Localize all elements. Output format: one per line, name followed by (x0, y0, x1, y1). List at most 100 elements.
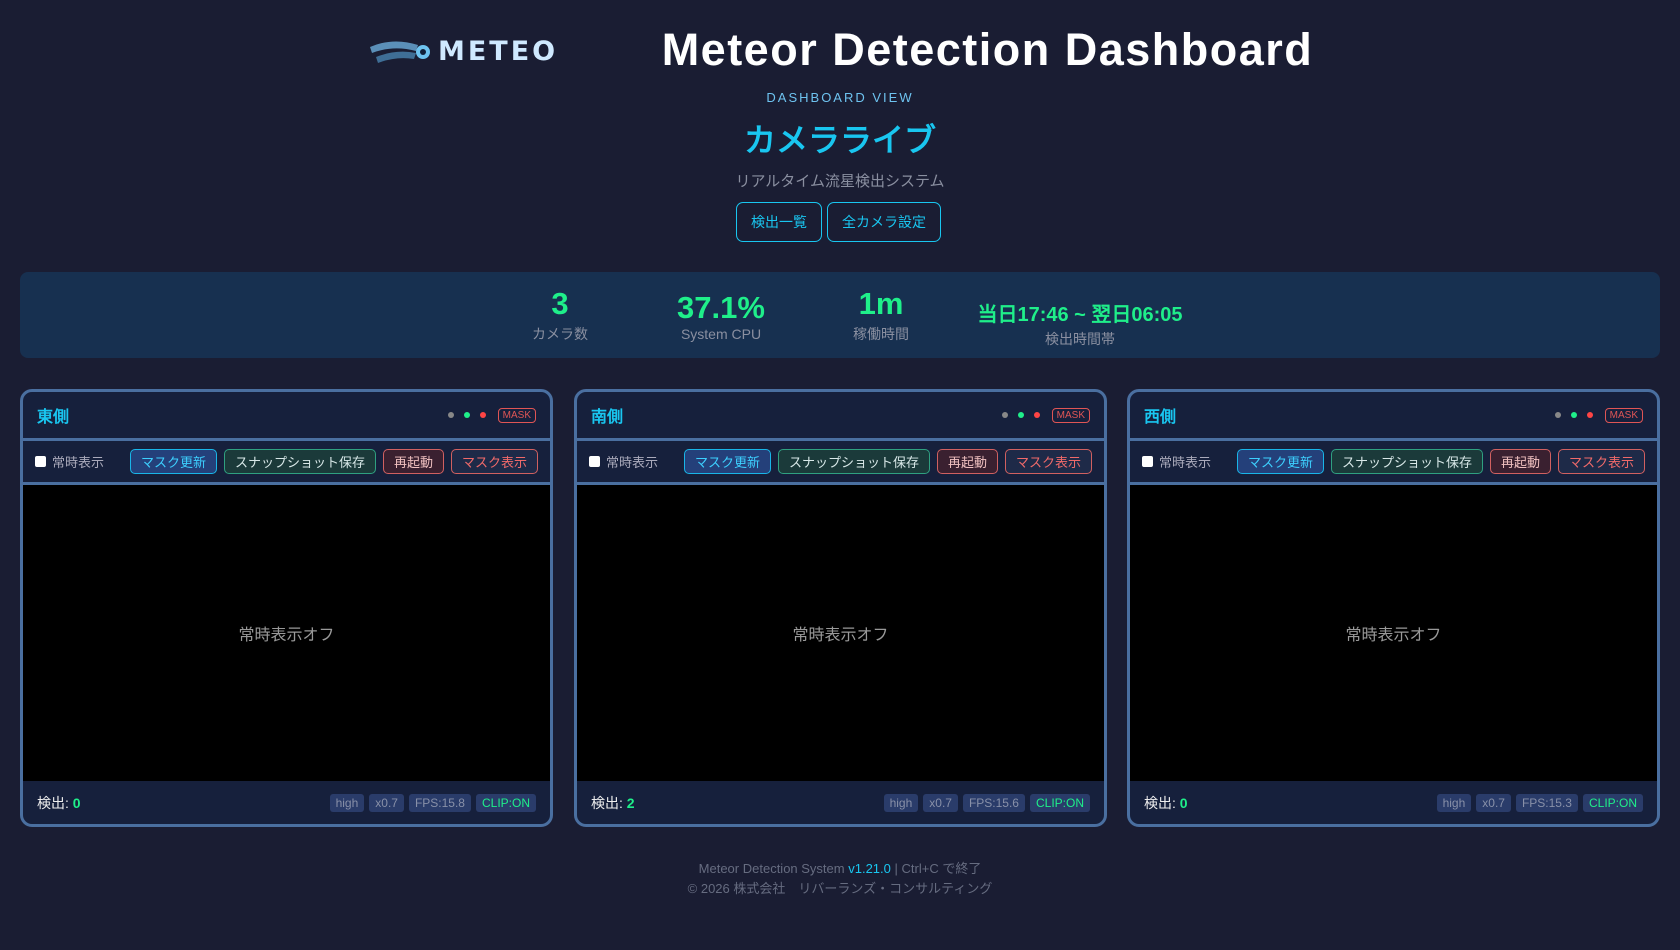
camera-stream: 常時表示オフ (577, 485, 1104, 781)
camera-header: 東側 MASK (23, 392, 550, 441)
checkbox-label: 常時表示 (606, 455, 659, 470)
camera-card: 西側 MASK 常時表示 マスク更新 スナップショット保存 再起動 マスク表示 常時表… (1127, 389, 1660, 827)
camera-badges: high x0.7 FPS:15.8 CLIP:ON (329, 793, 536, 812)
camera-badges: high x0.7 FPS:15.6 CLIP:ON (883, 793, 1090, 812)
status-dot-alert-icon (1586, 412, 1593, 418)
detection-label: 検出: (1144, 794, 1176, 811)
status-dot-alert-icon (1033, 412, 1040, 418)
camera-name: 東側 (37, 409, 70, 426)
show-mask-button[interactable]: マスク表示 (1557, 449, 1645, 474)
camera-card: 東側 MASK 常時表示 マスク更新 スナップショット保存 再起動 マスク表示 常時表… (20, 389, 553, 827)
stream-placeholder: 常時表示オフ (238, 627, 335, 644)
camera-footer: 検出: 0 high x0.7 FPS:15.3 CLIP:ON (1130, 781, 1657, 824)
camera-card: 南側 MASK 常時表示 マスク更新 スナップショット保存 再起動 マスク表示 常時表… (574, 389, 1107, 827)
app-title: Meteor Detection Dashboard (661, 24, 1314, 75)
camera-toolbar: 常時表示 マスク更新 スナップショット保存 再起動 マスク表示 (23, 441, 550, 485)
stat-value: 3 (551, 286, 569, 321)
stat-label: System CPU (680, 326, 762, 342)
logo-text: METEO (438, 36, 559, 67)
always-show-checkbox[interactable]: 常時表示 (35, 452, 104, 471)
status-dot-ok-icon (463, 412, 470, 418)
status-dot-ok-icon (1570, 412, 1577, 418)
detection-value: 0 (1179, 794, 1188, 811)
detection-label: 検出: (37, 794, 69, 811)
camera-badge: x0.7 (923, 793, 958, 812)
stat-camera-count: 3 カメラ数 (532, 286, 588, 344)
camera-name: 南側 (591, 409, 624, 426)
save-snapshot-button[interactable]: スナップショット保存 (777, 449, 930, 474)
checkbox-label: 常時表示 (52, 455, 105, 470)
detection-count: 検出: 2 (591, 793, 635, 813)
camera-badge: x0.7 (1476, 793, 1511, 812)
footer-version: v1.21.0 (848, 861, 891, 876)
detection-count: 検出: 0 (1144, 793, 1188, 813)
checkbox-label: 常時表示 (1159, 455, 1212, 470)
logo: METEO (368, 36, 558, 67)
detection-count: 検出: 0 (37, 793, 81, 813)
tagline: リアルタイム流星検出システム (735, 173, 945, 190)
footer-system: Meteor Detection System (698, 861, 845, 876)
all-camera-settings-button[interactable]: 全カメラ設定 (827, 202, 941, 242)
status-dot-alert-icon (479, 412, 486, 418)
update-mask-button[interactable]: マスク更新 (683, 449, 771, 474)
camera-badge: CLIP:ON (475, 793, 536, 812)
mask-badge: MASK (497, 407, 536, 423)
stat-detection-window: 当日17:46 ~ 翌日06:05 検出時間帯 (977, 286, 1182, 349)
camera-badge: high (883, 793, 919, 812)
camera-badge: CLIP:ON (1029, 793, 1090, 812)
stat-label: 稼働時間 (853, 326, 909, 342)
status-indicators: MASK (447, 407, 536, 423)
restart-button[interactable]: 再起動 (1489, 449, 1551, 474)
footer-quit: | Ctrl+C で終了 (894, 861, 982, 876)
stat-label: カメラ数 (532, 326, 588, 342)
stat-value: 当日17:46 ~ 翌日06:05 (977, 304, 1183, 326)
stat-uptime: 1m 稼働時間 (853, 286, 909, 344)
camera-name: 西側 (1144, 409, 1177, 426)
save-snapshot-button[interactable]: スナップショット保存 (223, 449, 376, 474)
footer-copyright: © 2026 株式会社 リバーランズ・コンサルティング (687, 881, 993, 896)
detections-list-button[interactable]: 検出一覧 (736, 202, 822, 242)
status-dot-idle-icon (1554, 412, 1561, 418)
show-mask-button[interactable]: マスク表示 (1004, 449, 1092, 474)
restart-button[interactable]: 再起動 (382, 449, 444, 474)
view-label: DASHBOARD VIEW (766, 90, 914, 105)
stream-placeholder: 常時表示オフ (792, 627, 889, 644)
camera-badge: CLIP:ON (1582, 793, 1643, 812)
camera-badge: x0.7 (369, 793, 404, 812)
camera-badge: FPS:15.8 (408, 793, 471, 812)
checkbox-icon[interactable] (35, 456, 46, 467)
footer: Meteor Detection System v1.21.0 | Ctrl+C… (0, 859, 1680, 899)
camera-header: 南側 MASK (577, 392, 1104, 441)
camera-footer: 検出: 0 high x0.7 FPS:15.8 CLIP:ON (23, 781, 550, 824)
camera-badges: high x0.7 FPS:15.3 CLIP:ON (1436, 793, 1643, 812)
camera-badge: high (329, 793, 365, 812)
stat-value: 1m (858, 286, 904, 321)
status-dot-idle-icon (447, 412, 454, 418)
detection-label: 検出: (591, 794, 623, 811)
always-show-checkbox[interactable]: 常時表示 (589, 452, 658, 471)
stat-label: 検出時間帯 (1044, 331, 1115, 347)
stats-bar: 3 カメラ数 37.1% System CPU 1m 稼働時間 当日17:46 ~ 翌… (20, 272, 1660, 358)
restart-button[interactable]: 再起動 (936, 449, 998, 474)
stream-placeholder: 常時表示オフ (1345, 627, 1442, 644)
stat-cpu: 37.1% System CPU (677, 290, 765, 342)
checkbox-icon[interactable] (589, 456, 600, 467)
camera-badge: FPS:15.6 (962, 793, 1025, 812)
camera-footer: 検出: 2 high x0.7 FPS:15.6 CLIP:ON (577, 781, 1104, 824)
show-mask-button[interactable]: マスク表示 (450, 449, 538, 474)
checkbox-icon[interactable] (1142, 456, 1153, 467)
status-dot-idle-icon (1001, 412, 1008, 418)
page-title: カメラライブ (743, 122, 936, 158)
detection-value: 0 (72, 794, 81, 811)
save-snapshot-button[interactable]: スナップショット保存 (1330, 449, 1483, 474)
update-mask-button[interactable]: マスク更新 (1236, 449, 1324, 474)
detection-value: 2 (626, 794, 635, 811)
meteor-camera-icon (370, 40, 430, 63)
update-mask-button[interactable]: マスク更新 (129, 449, 217, 474)
stat-value: 37.1% (677, 290, 765, 325)
camera-badge: FPS:15.3 (1515, 793, 1578, 812)
always-show-checkbox[interactable]: 常時表示 (1142, 452, 1211, 471)
status-indicators: MASK (1554, 407, 1643, 423)
camera-stream: 常時表示オフ (23, 485, 550, 781)
status-indicators: MASK (1001, 407, 1090, 423)
